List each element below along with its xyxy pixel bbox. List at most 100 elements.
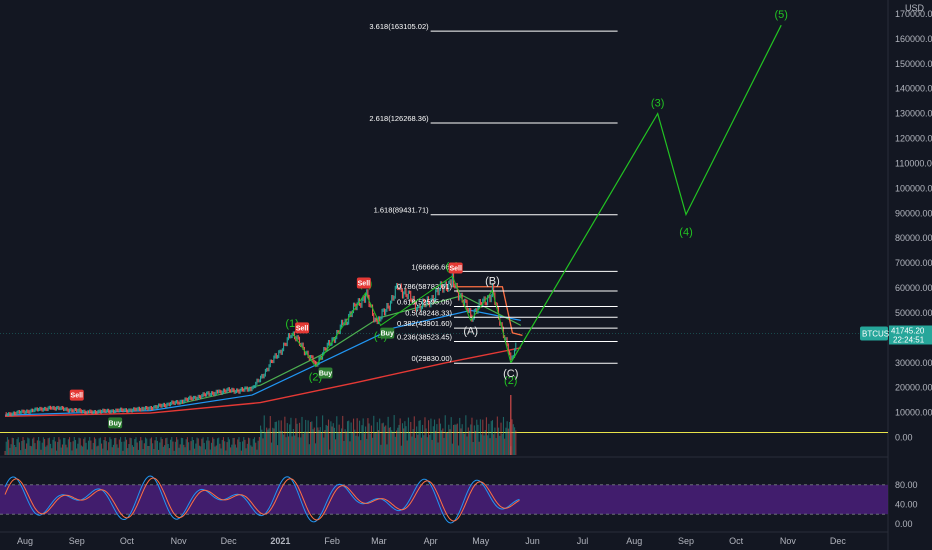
volume-bar (386, 444, 388, 455)
volume-bar (65, 444, 67, 455)
volume-bar (337, 432, 339, 455)
volume-bar (460, 428, 462, 455)
volume-bar (472, 441, 474, 455)
last-price-tag (889, 325, 932, 345)
volume-bar (40, 449, 42, 455)
buy-sell-signals: Sell Buy Sell Buy Sell Buy Sell (69, 262, 463, 429)
volume-bar (98, 438, 100, 455)
volume-bar (108, 442, 110, 455)
volume-bar (436, 424, 438, 455)
price-tick-label: 10000.00 (895, 408, 932, 418)
volume-bar (140, 437, 142, 455)
volume-bar (129, 437, 131, 455)
price-tick-label: 90000.00 (895, 208, 932, 218)
osc-tick-label: 40.00 (895, 499, 918, 509)
volume-bar (367, 418, 369, 455)
volume-bar (209, 449, 211, 455)
volume-bar (183, 444, 185, 455)
volume-bar (35, 449, 37, 455)
volume-bar (83, 438, 85, 455)
volume-bar (27, 437, 29, 455)
volume-bar (245, 448, 247, 455)
volume-bar (278, 420, 280, 455)
sell-signal-label: Sell (71, 393, 84, 400)
volume-bar (10, 444, 12, 455)
volume-bar (5, 441, 7, 455)
volume-bar (222, 437, 225, 455)
volume-bar (267, 429, 269, 455)
volume-bar (70, 442, 72, 455)
volume-bar (312, 429, 314, 455)
time-tick-label: Oct (120, 536, 135, 546)
volume-bar (439, 423, 442, 455)
volume-bar (150, 437, 153, 455)
volume-bar (418, 420, 420, 455)
volume-bar (144, 437, 147, 455)
volume-bar (36, 440, 38, 455)
volume-bar (20, 450, 22, 455)
volume-bar (417, 434, 419, 455)
volume-bar (55, 450, 58, 455)
volume-bar (220, 448, 222, 455)
volume-bar (322, 415, 324, 455)
volume-bar (214, 446, 216, 455)
volume-bar (252, 438, 254, 455)
volume-bar (349, 441, 351, 455)
volume-bar (279, 430, 281, 455)
volume-bars (4, 395, 517, 455)
volume-bar (297, 437, 299, 455)
volume-bar (224, 441, 226, 455)
price-tick-label: 50000.00 (895, 308, 932, 318)
volume-bar (261, 429, 263, 455)
volume-bar (239, 441, 241, 455)
volume-bar (64, 437, 66, 455)
time-tick-label: Feb (324, 536, 340, 546)
volume-bar (345, 431, 347, 455)
volume-bar (330, 421, 332, 455)
buy-signal-badge (318, 367, 333, 379)
volume-bar (130, 438, 132, 455)
volume-bar (504, 438, 506, 455)
volume-bar (46, 445, 48, 455)
volume-bar (380, 444, 382, 455)
volume-bar (489, 438, 491, 455)
fib-level-label: 3.618(163105.02) (369, 22, 429, 31)
volume-bar (308, 444, 310, 455)
fib-level-label: 1(66666.66) (412, 262, 453, 271)
volume-bar (405, 426, 407, 455)
volume-bar (354, 429, 356, 455)
volume-bar (494, 427, 496, 455)
price-tick-label: 70000.00 (895, 258, 932, 268)
stochastic-rsi-pane (0, 475, 888, 524)
volume-bar (86, 449, 88, 455)
volume-bar (203, 442, 205, 455)
volume-bar (208, 440, 210, 455)
volume-bar (382, 422, 384, 455)
volume-bar (128, 444, 130, 455)
volume-bar (18, 442, 20, 455)
volume-bar (310, 422, 312, 455)
volume-bar (511, 419, 513, 455)
fib-level-label: 0.786(58783.61) (397, 282, 453, 291)
volume-bar (89, 437, 91, 455)
time-tick-label: Aug (17, 536, 33, 546)
volume-bar (359, 420, 361, 455)
volume-bar (319, 427, 321, 455)
sell-signal-label: Sell (358, 281, 371, 288)
volume-bar (180, 437, 182, 455)
symbol-tag (860, 326, 888, 341)
volume-bar (234, 444, 236, 455)
volume-bar (406, 440, 408, 455)
volume-bar (6, 437, 8, 455)
volume-bar (396, 430, 398, 455)
volume-bar (54, 441, 56, 455)
price-tick-label: 160000.00 (895, 34, 932, 44)
volume-bar (339, 433, 341, 455)
volume-bar (496, 416, 498, 455)
fib-level-label: 0.236(38523.45) (397, 333, 453, 342)
volume-bar (67, 439, 69, 455)
volume-bar (273, 428, 275, 455)
volume-bar (155, 437, 157, 455)
projection-wave-label: (5) (774, 9, 787, 21)
